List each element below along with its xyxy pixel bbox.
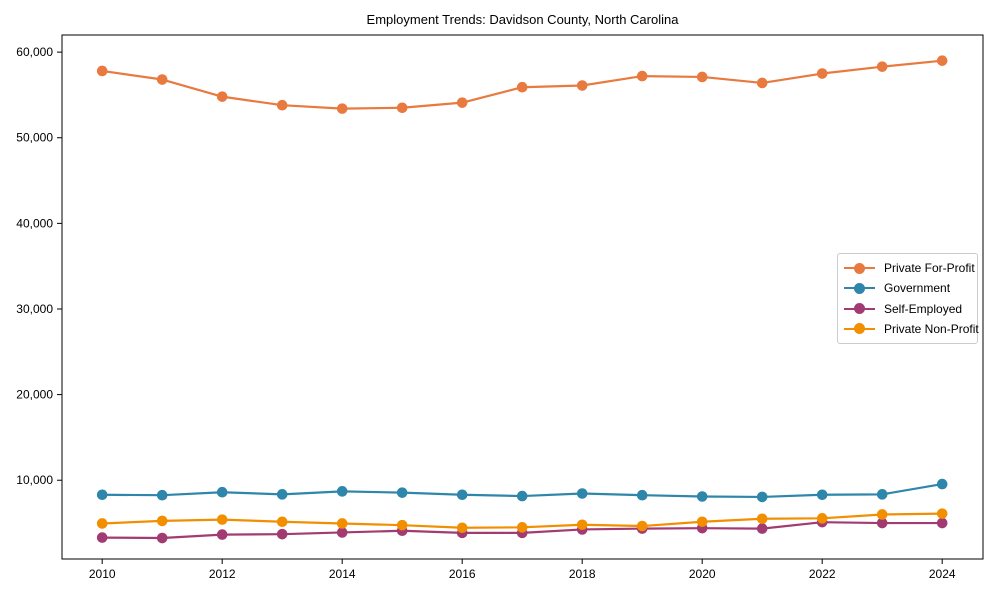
data-point-self-employed-2013 — [276, 528, 288, 540]
data-point-private-for-profit-2014 — [336, 103, 348, 114]
data-point-government-2017 — [516, 490, 528, 502]
legend-label: Self-Employed — [884, 301, 963, 316]
x-tick-label: 2012 — [209, 567, 236, 581]
data-point-private-non-profit-2020 — [696, 516, 708, 528]
data-point-private-for-profit-2010 — [96, 65, 108, 77]
data-point-private-for-profit-2012 — [216, 91, 228, 102]
data-point-private-for-profit-2019 — [636, 70, 648, 82]
data-point-self-employed-2023 — [876, 517, 888, 529]
x-tick-label: 2024 — [929, 567, 956, 581]
data-point-private-non-profit-2015 — [396, 519, 408, 531]
legend-line-marker-icon — [844, 303, 875, 315]
data-point-government-2019 — [636, 489, 648, 501]
data-point-private-non-profit-2012 — [216, 514, 228, 525]
data-point-government-2024 — [936, 478, 948, 490]
x-tick-label: 2022 — [809, 567, 836, 581]
y-tick-label: 60,000 — [16, 45, 53, 59]
data-point-private-non-profit-2011 — [156, 515, 168, 527]
data-point-private-for-profit-2020 — [696, 71, 708, 83]
data-point-private-non-profit-2018 — [576, 519, 588, 531]
data-point-private-non-profit-2013 — [276, 516, 288, 528]
data-point-government-2010 — [96, 489, 108, 501]
data-point-private-non-profit-2016 — [456, 522, 468, 534]
plot-frame — [61, 34, 984, 560]
legend-line-marker-icon — [844, 262, 875, 274]
data-point-private-non-profit-2017 — [516, 522, 528, 533]
data-point-government-2022 — [816, 489, 828, 501]
data-point-government-2015 — [396, 487, 408, 498]
data-point-private-for-profit-2024 — [936, 55, 948, 66]
legend-line-marker-icon — [844, 282, 875, 294]
y-tick-label: 30,000 — [16, 302, 53, 316]
data-point-government-2012 — [216, 486, 228, 498]
data-point-government-2013 — [276, 489, 288, 500]
y-tick-label: 40,000 — [16, 216, 53, 230]
x-tick-label: 2020 — [689, 567, 716, 581]
data-point-government-2011 — [156, 489, 168, 501]
data-point-private-for-profit-2016 — [456, 97, 468, 108]
y-tick-label: 50,000 — [16, 131, 53, 145]
data-point-private-for-profit-2022 — [816, 68, 828, 79]
data-point-private-for-profit-2018 — [576, 80, 588, 91]
data-point-self-employed-2014 — [336, 527, 348, 538]
x-tick-label: 2018 — [569, 567, 596, 581]
data-point-private-non-profit-2010 — [96, 518, 108, 529]
data-point-self-employed-2010 — [96, 532, 108, 543]
x-tick-label: 2014 — [329, 567, 356, 581]
data-point-government-2020 — [696, 491, 708, 502]
data-point-private-for-profit-2023 — [876, 61, 888, 72]
x-tick-label: 2010 — [89, 567, 116, 581]
legend-item-self-employed: Self-Employed — [844, 299, 971, 319]
legend-item-private-for-profit: Private For-Profit — [844, 258, 975, 278]
legend-label: Government — [884, 281, 951, 296]
data-point-government-2021 — [756, 491, 768, 503]
y-tick-label: 10,000 — [16, 473, 53, 487]
data-point-self-employed-2012 — [216, 529, 228, 540]
data-point-private-non-profit-2022 — [816, 513, 828, 524]
data-point-self-employed-2011 — [156, 532, 168, 544]
data-point-private-for-profit-2017 — [516, 81, 528, 93]
legend-line-marker-icon — [844, 323, 875, 335]
data-point-self-employed-2021 — [756, 523, 768, 534]
x-tick-label: 2016 — [449, 567, 476, 581]
data-point-private-non-profit-2019 — [636, 520, 648, 532]
chart-title: Employment Trends: Davidson County, Nort… — [366, 12, 679, 27]
data-point-private-non-profit-2014 — [336, 518, 348, 529]
data-point-private-for-profit-2021 — [756, 77, 768, 89]
data-point-private-non-profit-2023 — [876, 509, 888, 520]
data-point-private-non-profit-2024 — [936, 508, 948, 519]
data-point-private-for-profit-2013 — [276, 99, 288, 111]
data-point-government-2018 — [576, 488, 588, 499]
data-point-private-for-profit-2011 — [156, 74, 168, 85]
data-point-private-for-profit-2015 — [396, 102, 408, 114]
legend-label: Private Non-Profit — [884, 321, 979, 336]
legend-item-private-non-profit: Private Non-Profit — [844, 319, 979, 339]
data-point-government-2023 — [876, 489, 888, 500]
legend-item-government: Government — [844, 278, 971, 298]
data-point-private-non-profit-2021 — [756, 513, 768, 525]
data-point-government-2014 — [336, 486, 348, 497]
y-tick-label: 20,000 — [16, 388, 53, 402]
data-point-government-2016 — [456, 489, 468, 501]
legend-label: Private For-Profit — [884, 261, 975, 276]
data-point-self-employed-2024 — [936, 517, 948, 529]
legend: Private For-Profit Government Self-Employe… — [837, 253, 979, 344]
